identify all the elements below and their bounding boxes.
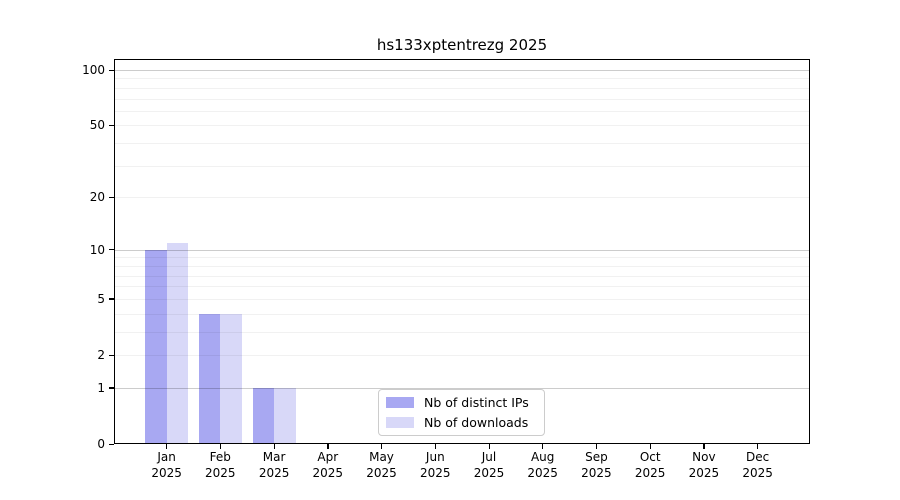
minor-gridline (115, 110, 809, 112)
major-gridline (115, 249, 809, 251)
minor-gridline (115, 331, 809, 333)
x-tick-label: Apr 2025 (312, 450, 344, 480)
x-tick-label: Jul 2025 (473, 450, 505, 480)
x-tick (542, 444, 544, 449)
legend-item-distinct-ips: Nb of distinct IPs (386, 395, 537, 410)
x-tick (434, 444, 437, 449)
x-tick (757, 444, 759, 449)
x-tick-label: Dec 2025 (742, 450, 773, 480)
downloads-swatch-icon (386, 417, 414, 428)
minor-gridline (115, 197, 809, 199)
x-tick-label: Jun 2025 (420, 450, 451, 480)
y-tick (109, 69, 114, 71)
y-tick-label: 5 (97, 291, 105, 306)
distinct-ips-swatch-icon (386, 397, 414, 408)
legend-item-downloads: Nb of downloads (386, 415, 537, 430)
x-tick-label: May 2025 (366, 450, 397, 480)
y-tick-label: 100 (82, 63, 105, 77)
y-tick (109, 387, 114, 389)
y-tick-label: 2 (97, 348, 105, 362)
x-tick-label: Aug 2025 (527, 450, 558, 480)
minor-gridline (115, 98, 809, 100)
y-tick (109, 298, 114, 300)
x-tick (273, 444, 275, 449)
y-tick-label: 0 (97, 437, 105, 451)
bar-downloads-feb (220, 313, 242, 444)
y-tick (109, 124, 114, 127)
x-tick (166, 444, 168, 449)
major-gridline (115, 387, 809, 389)
x-tick-label: Nov 2025 (688, 450, 720, 480)
x-tick-label: Oct 2025 (634, 450, 666, 480)
minor-gridline (115, 355, 809, 356)
minor-gridline (115, 78, 809, 80)
bar-distinct-ips-jan (145, 249, 167, 444)
x-tick-label: Jan 2025 (151, 450, 182, 480)
minor-gridline (115, 257, 809, 259)
y-tick-label: 50 (89, 118, 105, 133)
legend-label: Nb of downloads (424, 415, 529, 430)
minor-gridline (115, 275, 809, 277)
x-tick-label: Sep 2025 (581, 450, 612, 480)
legend-label: Nb of distinct IPs (424, 395, 529, 410)
y-tick (109, 354, 114, 356)
x-tick (327, 444, 329, 449)
x-tick (488, 444, 490, 449)
x-tick (649, 444, 651, 449)
bar-downloads-mar (274, 387, 296, 444)
x-tick (381, 444, 383, 449)
x-tick (219, 444, 222, 449)
y-tick (109, 196, 114, 199)
minor-gridline (115, 298, 809, 300)
bar-distinct-ips-feb (198, 313, 221, 444)
minor-gridline (115, 87, 809, 89)
x-tick (703, 444, 705, 449)
minor-gridline (115, 125, 809, 127)
legend: Nb of distinct IPs Nb of downloads (378, 389, 545, 436)
x-tick-label: Mar 2025 (258, 450, 290, 480)
minor-gridline (115, 286, 809, 288)
minor-gridline (115, 143, 809, 145)
y-tick-label: 10 (89, 242, 105, 257)
x-tick (595, 444, 598, 449)
y-tick (109, 249, 114, 251)
y-tick (109, 443, 114, 445)
y-tick-label: 1 (97, 380, 105, 395)
x-tick-label: Feb 2025 (205, 450, 236, 480)
minor-gridline (115, 313, 809, 315)
bar-downloads-jan (166, 242, 189, 444)
major-gridline (115, 70, 809, 71)
bar-distinct-ips-mar (252, 387, 275, 444)
minor-gridline (115, 165, 809, 167)
chart-title: hs133xptentrezg 2025 (376, 36, 548, 54)
y-tick-label: 20 (89, 190, 105, 205)
minor-gridline (115, 265, 809, 267)
